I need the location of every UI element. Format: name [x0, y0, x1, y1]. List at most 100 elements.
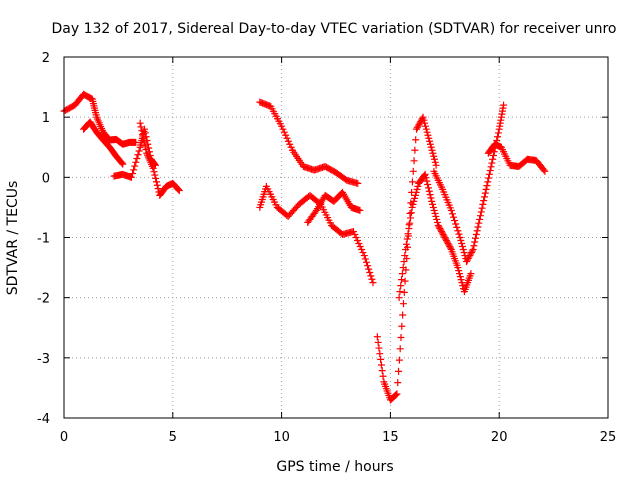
data-point: [480, 197, 488, 205]
data-point: [489, 152, 497, 160]
data-point: [471, 238, 479, 246]
data-point: [399, 311, 407, 319]
y-tick-label: 2: [42, 51, 50, 66]
data-point: [411, 146, 419, 154]
data-point: [409, 167, 417, 175]
data-point: [444, 240, 452, 248]
data-point: [456, 273, 464, 281]
data-point: [396, 288, 404, 296]
data-point: [421, 119, 429, 127]
data-point: [467, 270, 475, 278]
series-arc-g: [304, 188, 364, 226]
data-point: [413, 185, 421, 193]
series-arc-e: [256, 98, 362, 187]
data-point: [477, 208, 485, 216]
series-arc-f: [256, 182, 377, 287]
data-point: [412, 136, 420, 144]
data-point: [424, 184, 432, 192]
data-point: [486, 167, 494, 175]
data-point: [438, 229, 446, 237]
data-point: [286, 140, 294, 148]
data-point: [397, 282, 405, 290]
y-tick-label: 0: [42, 171, 50, 186]
data-point: [400, 288, 408, 296]
data-point: [455, 270, 463, 278]
data-point: [429, 149, 437, 157]
data-point: [430, 152, 438, 160]
data-point: [426, 137, 434, 145]
data-point: [373, 333, 381, 341]
data-point: [139, 130, 147, 138]
data-point: [458, 243, 466, 251]
data-point: [411, 191, 419, 199]
data-point: [375, 344, 383, 352]
data-point: [454, 264, 462, 272]
data-point: [422, 125, 430, 133]
data-point: [424, 180, 432, 188]
data-point: [500, 101, 508, 109]
data-point: [426, 140, 434, 148]
data-point: [425, 134, 433, 142]
data-point: [429, 203, 437, 211]
data-point: [494, 129, 502, 137]
data-point: [355, 240, 363, 248]
data-point: [367, 272, 375, 280]
data-point: [476, 215, 484, 223]
chart-title: Day 132 of 2017, Sidereal Day-to-day VTE…: [52, 21, 617, 37]
data-point: [439, 230, 447, 238]
data-point: [352, 234, 360, 241]
x-tick-label: 0: [60, 430, 68, 445]
data-point: [351, 230, 359, 238]
data-point: [396, 345, 404, 353]
data-point: [175, 187, 183, 195]
data-point: [354, 179, 362, 187]
data-point: [463, 256, 471, 264]
data-point: [356, 243, 364, 251]
data-point: [287, 143, 295, 151]
data-point: [430, 155, 438, 163]
data-point: [142, 146, 150, 154]
data-point: [398, 322, 406, 330]
y-tick-label: -4: [37, 412, 50, 427]
data-point: [132, 158, 140, 166]
data-point: [397, 334, 405, 342]
data-point: [402, 246, 410, 254]
y-tick-label: -2: [37, 292, 50, 307]
series-arc-k: [484, 140, 549, 175]
data-point: [457, 237, 465, 245]
data-point: [475, 219, 483, 227]
series-arc-j: [430, 101, 508, 266]
data-point: [454, 227, 462, 235]
data-point: [467, 250, 475, 258]
data-point: [443, 238, 451, 246]
data-point: [421, 122, 429, 130]
data-point: [151, 171, 159, 179]
data-point: [135, 147, 143, 155]
series-arc-d: [136, 119, 183, 199]
data-point: [406, 219, 414, 227]
data-point: [150, 168, 158, 176]
data-point: [395, 356, 403, 364]
data-point: [458, 240, 466, 248]
data-point: [407, 209, 415, 217]
data-point: [413, 125, 421, 133]
data-point: [481, 193, 489, 201]
series-arc-b: [80, 118, 127, 168]
data-point: [432, 212, 440, 220]
data-point: [445, 241, 453, 249]
series-arc-h: [373, 113, 440, 404]
data-point: [358, 246, 366, 254]
series-arc-a: [60, 90, 140, 148]
data-point: [140, 138, 148, 146]
data-point: [470, 242, 478, 250]
data-point: [418, 115, 426, 123]
data-point: [366, 268, 374, 276]
y-tick-label: 1: [42, 111, 50, 126]
data-point: [479, 200, 487, 208]
data-point: [411, 194, 419, 202]
data-point: [407, 214, 415, 222]
data-point: [455, 267, 463, 275]
data-point: [401, 252, 409, 260]
data-point: [432, 161, 440, 169]
data-point: [450, 213, 458, 221]
